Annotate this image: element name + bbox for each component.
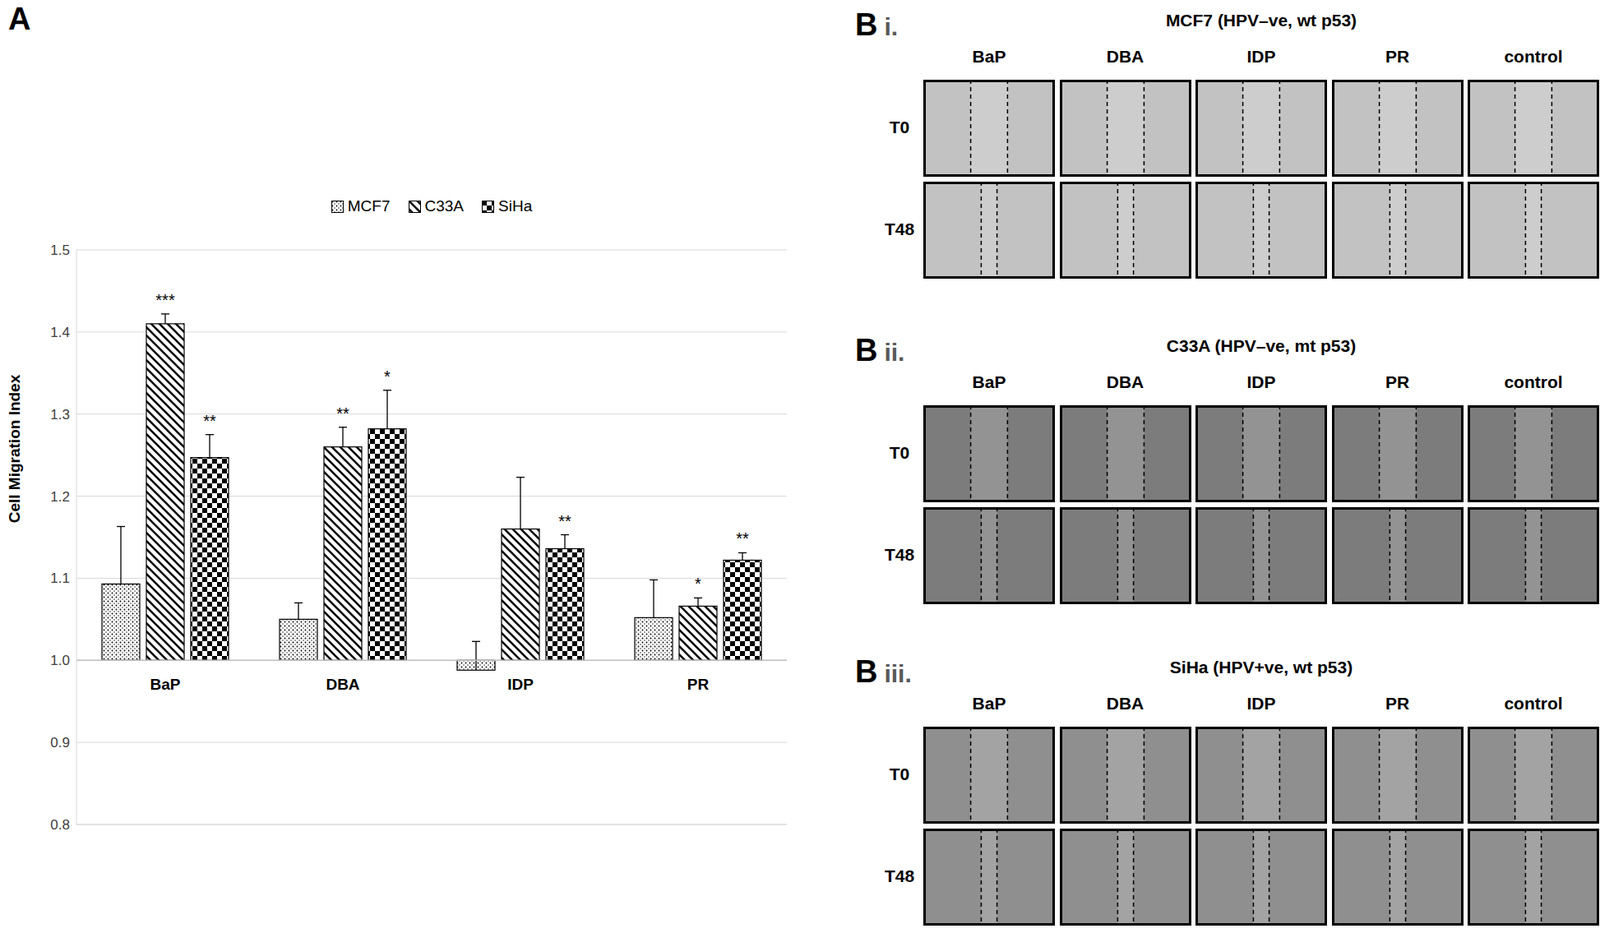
svg-text:1.1: 1.1 (50, 570, 70, 587)
svg-text:*: * (383, 367, 391, 386)
html-text:control: control (1504, 693, 1563, 713)
html-text:BaP: BaP (972, 693, 1006, 713)
html-text:C33A: C33A (424, 197, 464, 215)
svg-text:1.0: 1.0 (50, 652, 70, 669)
html-text:T48: T48 (884, 545, 915, 565)
html-text:Cell Migration Index: Cell Migration Index (5, 374, 24, 524)
svg-text:**: ** (558, 512, 572, 531)
svg-text:BaP: BaP (150, 675, 181, 694)
svg-text:1.2: 1.2 (50, 489, 70, 505)
html-text:BaP: BaP (972, 46, 1006, 66)
html-text:MCF7 (HPV–ve, wt p53): MCF7 (HPV–ve, wt p53) (1165, 10, 1357, 30)
html-text:DBA: DBA (1106, 693, 1144, 713)
html-text:IDP: IDP (1246, 372, 1276, 392)
svg-text:*: * (694, 574, 702, 593)
html-text:DBA: DBA (1106, 46, 1144, 66)
svg-text:0.8: 0.8 (50, 817, 70, 833)
svg-text:1.3: 1.3 (50, 406, 70, 423)
html-text:IDP: IDP (1246, 693, 1276, 713)
html-text:SiHa: SiHa (498, 197, 533, 215)
html-text:DBA: DBA (1106, 372, 1144, 392)
svg-text:**: ** (735, 529, 750, 548)
html-text:IDP: IDP (1246, 46, 1276, 66)
html-text:B i.: B i. (855, 7, 898, 42)
html-text:BaP: BaP (972, 372, 1006, 392)
html-text:T48: T48 (884, 219, 915, 239)
html-text:A: A (8, 1, 31, 37)
html-text:T0: T0 (889, 764, 910, 784)
html-text:control: control (1504, 46, 1563, 66)
svg-text:**: ** (336, 404, 350, 423)
html-text:T0: T0 (889, 117, 910, 137)
html-text:T0: T0 (889, 443, 910, 463)
html-text:control: control (1504, 372, 1563, 392)
svg-text:***: *** (155, 291, 176, 310)
html-text:B ii.: B ii. (855, 332, 905, 368)
svg-text:PR: PR (687, 675, 710, 694)
svg-text:**: ** (203, 411, 217, 431)
svg-text:DBA: DBA (325, 675, 360, 694)
html-text:PR: PR (1385, 372, 1410, 392)
svg-text:0.9: 0.9 (50, 735, 70, 751)
html-text:B iii.: B iii. (855, 654, 912, 690)
svg-text:1.4: 1.4 (50, 324, 70, 341)
html-text:PR: PR (1385, 693, 1410, 713)
svg-text:IDP: IDP (507, 675, 534, 694)
html-text:SiHa (HPV+ve, wt p53): SiHa (HPV+ve, wt p53) (1169, 657, 1353, 677)
html-text:MCF7: MCF7 (347, 197, 391, 215)
svg-text:1.5: 1.5 (50, 242, 70, 259)
html-text:T48: T48 (884, 866, 915, 886)
html-text:C33A (HPV–ve, mt p53): C33A (HPV–ve, mt p53) (1166, 336, 1356, 356)
html-text:PR: PR (1385, 46, 1410, 66)
